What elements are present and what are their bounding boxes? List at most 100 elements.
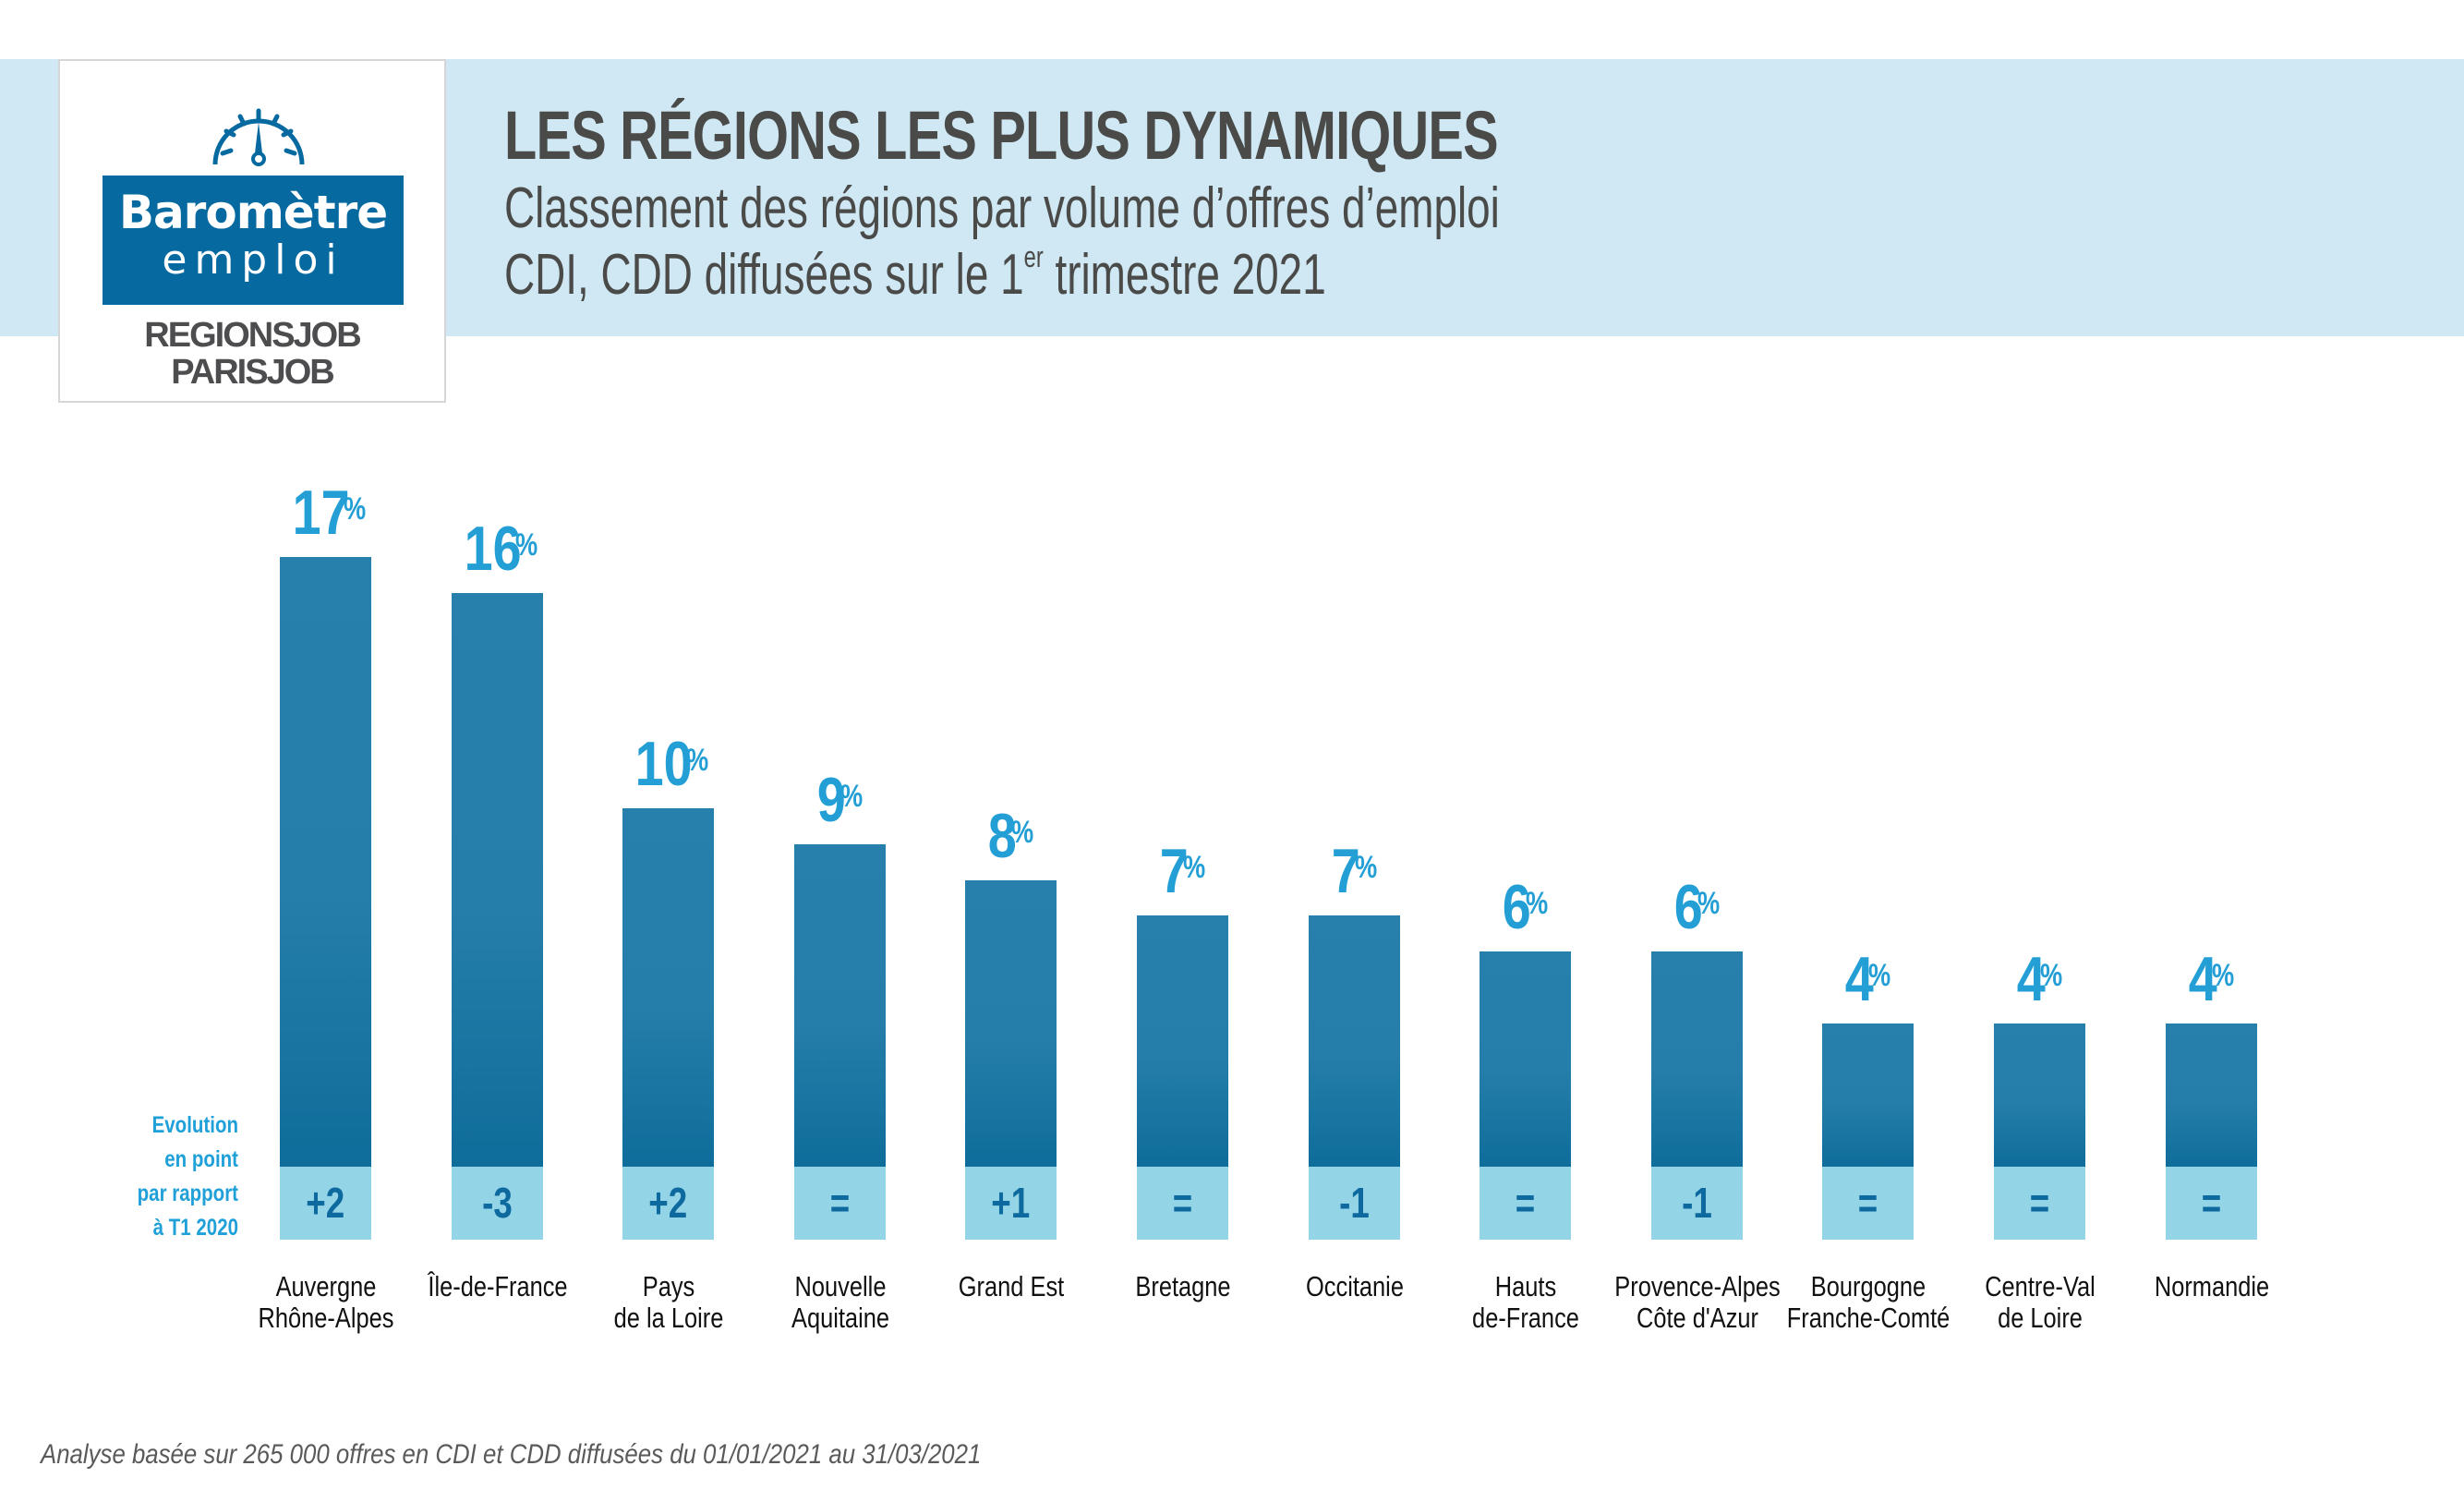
bar — [1994, 1023, 2085, 1167]
bar — [1309, 915, 1400, 1167]
logo-brand-parisjob: PARISJOB — [171, 353, 334, 392]
gauge-icon — [212, 108, 305, 166]
value-unit: % — [2212, 957, 2235, 993]
subtitle-line2-post: trimestre 2021 — [1043, 243, 1326, 307]
category-label: Auvergne Rhône-Alpes — [215, 1271, 437, 1334]
value-unit: % — [344, 491, 367, 527]
category-label-line: de la Loire — [613, 1302, 723, 1334]
category-label-line: Normandie — [2154, 1270, 2269, 1302]
category-label-line: Franche-Comté — [1786, 1302, 1950, 1334]
logo-line2: emploi — [162, 236, 344, 284]
category-label: Provence-Alpes Côte d'Azur — [1587, 1271, 1808, 1334]
value-label: 9% — [748, 769, 933, 831]
bar — [1822, 1023, 1914, 1167]
value-label: 6% — [1605, 876, 1790, 939]
category-label-line: de Loire — [1997, 1302, 2083, 1334]
value-number: 4 — [1845, 943, 1875, 1014]
category-label-line: Hauts — [1494, 1270, 1556, 1302]
bar — [622, 808, 714, 1167]
category-label-line: Côte d'Azur — [1636, 1302, 1758, 1334]
category-label: Normandie — [2101, 1271, 2323, 1302]
evolution-value: -1 — [1339, 1179, 1370, 1227]
evolution-value: +2 — [306, 1179, 345, 1227]
value-number: 16 — [464, 514, 522, 585]
bar — [1137, 915, 1228, 1167]
category-label-line: Bretagne — [1134, 1270, 1231, 1302]
evolution-value: +2 — [648, 1179, 688, 1227]
value-number: 6 — [1674, 872, 1704, 943]
evolution-value: -1 — [1682, 1179, 1712, 1227]
page-title: LES RÉGIONS LES PLUS DYNAMIQUES — [504, 97, 1499, 174]
value-number: 7 — [1332, 836, 1361, 907]
value-label: 4% — [1948, 948, 2132, 1011]
value-label: 7% — [1262, 840, 1447, 902]
evolution-box: +2 — [622, 1167, 714, 1240]
category-label-line: Auvergne — [275, 1270, 376, 1302]
value-number: 6 — [1503, 872, 1532, 943]
value-number: 4 — [2189, 943, 2218, 1014]
category-label-line: Centre-Val — [1984, 1270, 2096, 1302]
value-label: 7% — [1091, 840, 1275, 902]
evolution-label-line: à T1 2020 — [152, 1215, 238, 1241]
subtitle-line2: CDI, CDD diffusées sur le 1er trimestre … — [504, 240, 1326, 308]
value-unit: % — [686, 743, 709, 778]
category-label: Grand Est — [900, 1271, 1122, 1302]
category-label-line: Grand Est — [958, 1270, 1064, 1302]
value-number: 9 — [817, 764, 847, 835]
evolution-value: = — [1857, 1179, 1878, 1227]
category-label-line: Île-de-France — [427, 1270, 568, 1302]
bar — [1651, 951, 1743, 1167]
evolution-box: = — [794, 1167, 886, 1240]
evolution-value: = — [1172, 1179, 1193, 1227]
bar — [794, 843, 886, 1167]
logo: Baromètre emploi REGIONSJOB PARISJOB — [58, 59, 446, 403]
category-label-line: Bourgogne — [1810, 1270, 1926, 1302]
value-unit: % — [2040, 957, 2063, 993]
evolution-value: = — [2201, 1179, 2222, 1227]
value-unit: % — [840, 778, 864, 814]
evolution-box: = — [2166, 1167, 2257, 1240]
evolution-box: = — [1822, 1167, 1914, 1240]
value-label: 4% — [2120, 948, 2304, 1011]
value-unit: % — [1697, 886, 1721, 922]
value-unit: % — [1355, 850, 1378, 886]
category-label: Île-de-France — [387, 1271, 609, 1302]
evolution-value: = — [829, 1179, 851, 1227]
bar — [2166, 1023, 2257, 1167]
evolution-label-line: en point — [164, 1146, 238, 1172]
subtitle-line2-pre: CDI, CDD diffusées sur le 1 — [504, 243, 1024, 307]
value-unit: % — [1526, 886, 1549, 922]
value-unit: % — [1183, 850, 1206, 886]
logo-barometre: Baromètre emploi — [103, 176, 404, 305]
bar — [452, 593, 543, 1167]
value-label: 8% — [919, 805, 1104, 867]
category-label: Bretagne — [1072, 1271, 1294, 1302]
evolution-box: -1 — [1309, 1167, 1400, 1240]
value-unit: % — [1011, 814, 1034, 850]
category-label-line: Occitanie — [1305, 1270, 1404, 1302]
value-number: 17 — [292, 478, 350, 549]
category-label-line: Rhône-Alpes — [258, 1302, 393, 1334]
value-number: 4 — [2017, 943, 2047, 1014]
evolution-value: +1 — [991, 1179, 1031, 1227]
bar — [280, 557, 371, 1167]
value-label: 6% — [1433, 876, 1618, 939]
bar — [965, 879, 1057, 1167]
evolution-label-line: par rapport — [137, 1181, 238, 1206]
evolution-box: = — [1480, 1167, 1571, 1240]
footnote: Analyse basée sur 265 000 offres en CDI … — [41, 1439, 982, 1470]
category-label-line: Nouvelle — [794, 1270, 886, 1302]
value-label: 4% — [1776, 948, 1961, 1011]
category-label: Centre-Val de Loire — [1929, 1271, 2151, 1334]
value-number: 7 — [1160, 836, 1190, 907]
category-label-line: Provence-Alpes — [1613, 1270, 1781, 1302]
evolution-box: -1 — [1651, 1167, 1743, 1240]
evolution-box: = — [1137, 1167, 1228, 1240]
value-label: 17% — [234, 481, 418, 544]
bar — [1480, 951, 1571, 1167]
logo-brand-regionsjob: REGIONSJOB — [144, 316, 361, 355]
subtitle-line2-sup: er — [1023, 240, 1044, 273]
category-label-line: de-France — [1471, 1302, 1579, 1334]
category-label: Hauts de-France — [1415, 1271, 1637, 1334]
value-label: 10% — [576, 733, 761, 795]
